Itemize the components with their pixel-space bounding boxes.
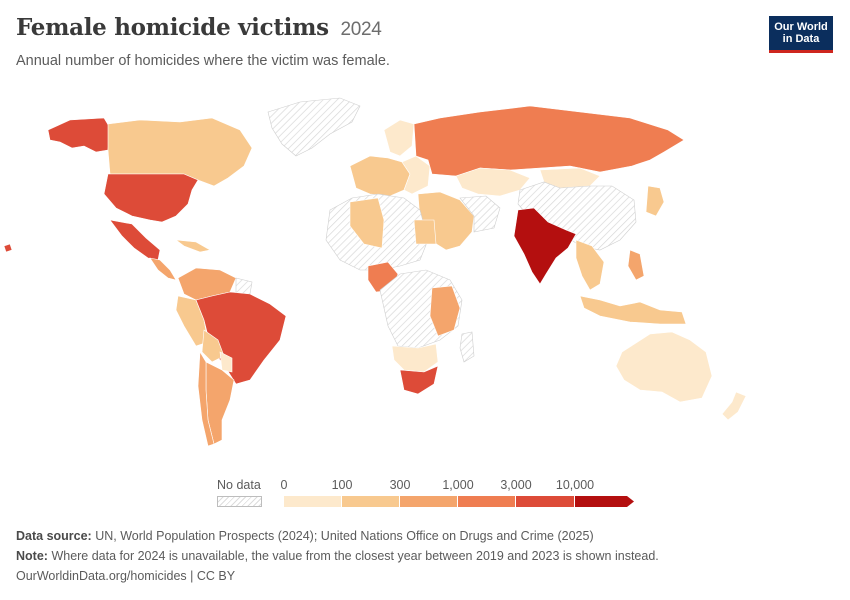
region-japan[interactable] bbox=[645, 185, 665, 217]
region-paraguay[interactable] bbox=[219, 351, 233, 373]
map-legend: No data 0 100 300 1,000 3,000 10,000 bbox=[0, 474, 850, 514]
footer-source: Data source: UN, World Population Prospe… bbox=[16, 529, 594, 543]
region-alaska[interactable] bbox=[47, 117, 111, 153]
legend-bin-1000-3000[interactable] bbox=[458, 496, 516, 507]
region-mexico[interactable] bbox=[109, 219, 161, 261]
region-caribbean[interactable] bbox=[174, 239, 211, 253]
legend-no-data-label: No data bbox=[217, 478, 261, 492]
chart-subtitle: Annual number of homicides where the vic… bbox=[16, 53, 390, 69]
region-central-america[interactable] bbox=[149, 257, 177, 281]
logo-line-2: in Data bbox=[782, 33, 820, 45]
region-greenland[interactable] bbox=[267, 97, 361, 157]
region-southeast-asia[interactable] bbox=[575, 239, 605, 291]
region-algeria[interactable] bbox=[349, 197, 385, 249]
footer-note-label: Note: bbox=[16, 549, 48, 563]
legend-tick-10000: 10,000 bbox=[555, 478, 595, 492]
title-text: Female homicide victims bbox=[16, 14, 329, 41]
legend-tick-100: 100 bbox=[331, 478, 353, 492]
legend-bin-100-300[interactable] bbox=[342, 496, 400, 507]
region-bolivia[interactable] bbox=[201, 329, 225, 363]
region-iran[interactable] bbox=[459, 195, 501, 233]
region-scandinavia[interactable] bbox=[383, 119, 415, 157]
title-year: 2024 bbox=[340, 19, 382, 40]
legend-bin-3000-10000[interactable] bbox=[516, 496, 575, 507]
legend-bin-0-100[interactable] bbox=[284, 496, 342, 507]
legend-bin-10000-plus[interactable] bbox=[575, 496, 635, 507]
region-australia[interactable] bbox=[615, 331, 713, 403]
footer-credit[interactable]: OurWorldinData.org/homicides | CC BY bbox=[16, 569, 236, 583]
region-guianas[interactable] bbox=[235, 277, 253, 295]
region-south-africa[interactable] bbox=[399, 365, 439, 395]
region-hawaii[interactable] bbox=[3, 243, 13, 253]
footer-note-text: Where data for 2024 is unavailable, the … bbox=[51, 549, 659, 563]
logo-line-1: Our World bbox=[774, 21, 828, 33]
region-russia[interactable] bbox=[413, 105, 685, 177]
region-india[interactable] bbox=[513, 207, 577, 285]
region-east-africa[interactable] bbox=[429, 285, 461, 337]
world-map bbox=[3, 97, 747, 447]
legend-tick-300: 300 bbox=[389, 478, 411, 492]
region-egypt[interactable] bbox=[413, 219, 437, 245]
owid-logo[interactable]: Our World in Data bbox=[769, 16, 833, 53]
region-western-europe[interactable] bbox=[349, 155, 411, 197]
region-eastern-europe[interactable] bbox=[401, 155, 431, 195]
footer-note: Note: Where data for 2024 is unavailable… bbox=[16, 549, 659, 563]
region-new-zealand[interactable] bbox=[721, 391, 747, 421]
region-chile[interactable] bbox=[197, 351, 215, 447]
footer-source-label: Data source: bbox=[16, 529, 92, 543]
region-southern-africa[interactable] bbox=[391, 343, 439, 373]
region-indonesia[interactable] bbox=[579, 295, 687, 325]
region-united-states[interactable] bbox=[103, 173, 199, 223]
region-kazakhstan[interactable] bbox=[455, 167, 531, 197]
region-philippines[interactable] bbox=[627, 249, 645, 281]
legend-no-data-swatch bbox=[217, 496, 262, 507]
legend-tick-1000: 1,000 bbox=[442, 478, 474, 492]
region-madagascar[interactable] bbox=[459, 331, 475, 363]
footer-source-text[interactable]: UN, World Population Prospects (2024); U… bbox=[95, 529, 594, 543]
legend-tick-0: 0 bbox=[280, 478, 288, 492]
legend-tick-3000: 3,000 bbox=[500, 478, 532, 492]
legend-bin-300-1000[interactable] bbox=[400, 496, 458, 507]
chart-title: Female homicide victims 2024 bbox=[16, 14, 382, 41]
